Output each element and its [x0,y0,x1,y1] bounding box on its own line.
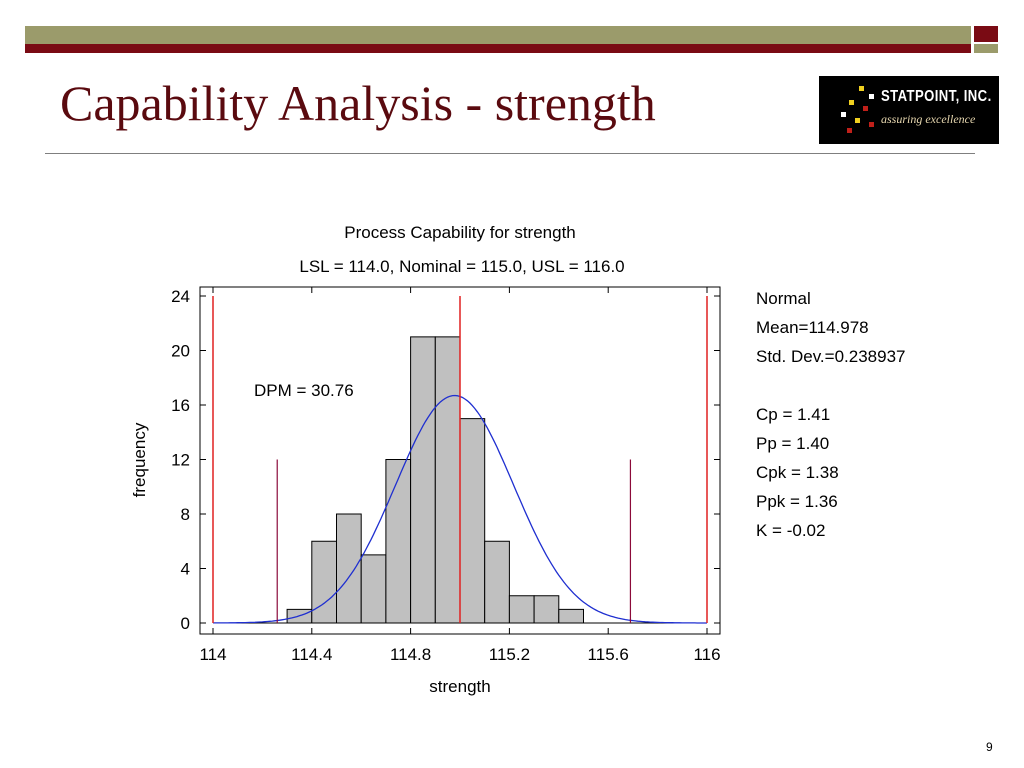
x-tick-label: 115.2 [489,645,530,664]
logo-dot-icon [859,86,864,91]
dpm-annotation: DPM = 30.76 [254,381,354,400]
stat-cp: Cp = 1.41 [756,405,831,424]
histogram-bar [434,336,461,624]
header-corner-red [974,26,998,42]
logo-name: STATPOINT, INC. [881,88,992,105]
y-tick-label: 20 [171,342,190,361]
y-tick-label: 12 [171,451,190,470]
histogram-bar [508,595,535,624]
stat-pp: Pp = 1.40 [756,434,830,453]
logo-dot-icon [855,118,860,123]
stat-mean: Mean=114.978 [756,318,869,337]
chart-subtitle: LSL = 114.0, Nominal = 115.0, USL = 116.… [299,257,624,276]
y-axis-label: frequency [130,422,149,497]
y-tick-label: 24 [171,287,190,306]
page-number: 9 [986,740,993,754]
histogram-bar [311,540,337,624]
stat-ppk: Ppk = 1.36 [756,492,838,511]
axis-ticks: 114 114.4 114.8 115.2 115.6 116 0 4 8 12 16 20 24 [171,287,721,664]
logo-dot-icon [869,94,874,99]
stat-distribution: Normal [756,289,811,308]
histogram-bar [360,554,387,624]
y-tick-label: 0 [181,614,190,633]
histogram-bar [336,513,362,624]
logo-dot-icon [869,122,874,127]
header-band-red [25,44,971,53]
histogram-bar [484,540,510,624]
chart-title: Process Capability for strength [344,223,576,242]
histogram-bar [410,336,436,624]
y-tick-label: 16 [171,396,190,415]
plot-frame [199,286,721,635]
logo-dot-icon [841,112,846,117]
header-corner-olive [974,44,998,53]
statpoint-logo: STATPOINT, INC. assuring excellence [819,76,999,144]
x-tick-label: 114.8 [390,645,431,664]
histogram-bar [533,595,560,624]
title-divider [45,153,975,154]
stat-k: K = -0.02 [756,521,826,540]
stat-std-dev: Std. Dev.=0.238937 [756,347,906,366]
slide-title: Capability Analysis - strength [60,75,656,131]
logo-tagline: assuring excellence [881,112,976,126]
logo-dot-icon [847,128,852,133]
stat-cpk: Cpk = 1.38 [756,463,839,482]
y-tick-label: 4 [181,560,190,579]
chart-marks [212,296,708,624]
x-tick-label: 115.6 [588,645,629,664]
logo-dot-icon [849,100,854,105]
histogram-bar [459,418,486,624]
x-tick-label: 114.4 [291,645,332,664]
x-tick-label: 116 [693,645,720,664]
y-tick-label: 8 [181,505,190,524]
histogram-bar [558,608,584,624]
x-axis-label: strength [429,677,490,696]
header-band-olive [25,26,971,44]
logo-dot-icon [863,106,868,111]
capability-stats: Normal Mean=114.978 Std. Dev.=0.238937 C… [756,284,906,545]
x-tick-label: 114 [199,645,226,664]
histogram-bar [385,459,412,624]
stat-spacer [756,371,906,400]
